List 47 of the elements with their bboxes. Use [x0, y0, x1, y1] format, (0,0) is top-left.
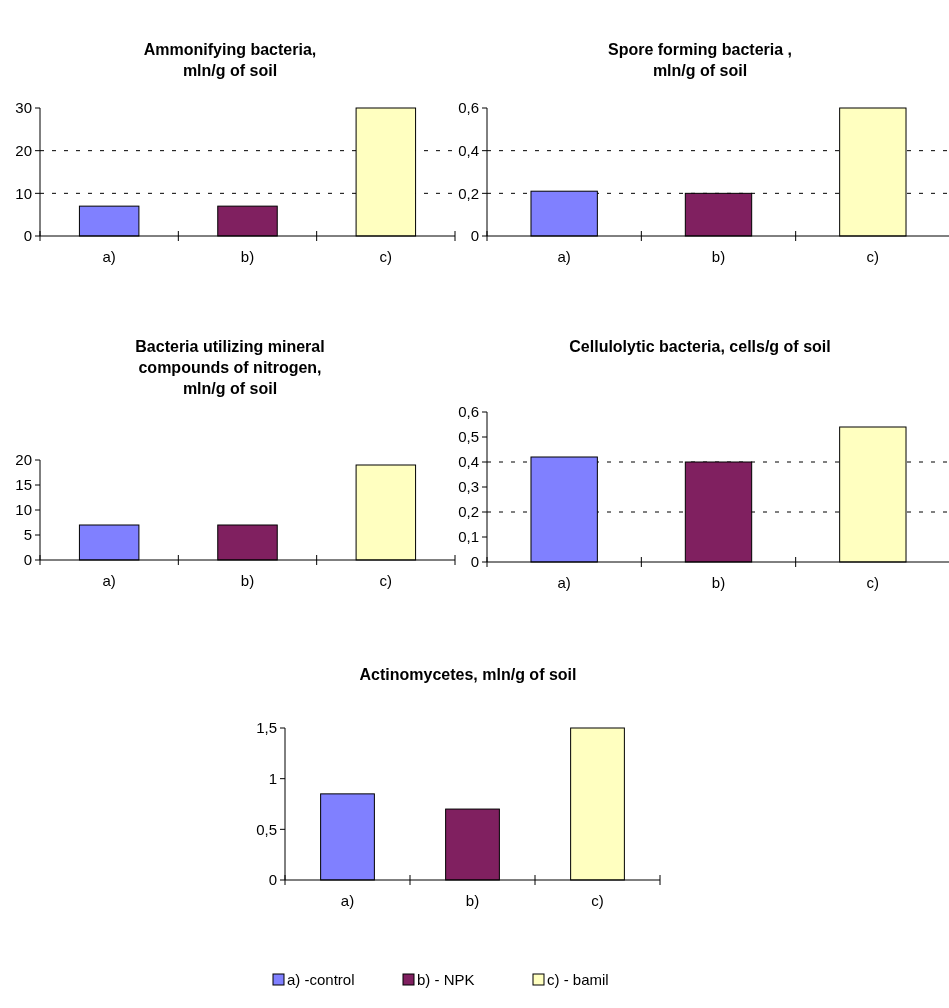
y-tick-label: 10 — [15, 501, 32, 519]
y-tick-label: 0,3 — [458, 478, 479, 496]
x-tick-label: c) — [866, 248, 880, 265]
y-tick-label: 20 — [15, 141, 32, 159]
y-tick-label: 0,2 — [458, 503, 479, 521]
y-tick-label: 20 — [15, 451, 32, 469]
y-tick-label: 0,6 — [458, 99, 479, 117]
x-tick-label: b) — [711, 248, 726, 265]
y-tick-label: 0,5 — [458, 428, 479, 446]
x-tick-label: b) — [240, 248, 255, 265]
x-tick-label: c) — [866, 574, 880, 591]
x-tick-label: b) — [711, 574, 726, 591]
y-tick-label: 0,2 — [458, 184, 479, 202]
y-tick-label: 30 — [15, 99, 32, 117]
y-tick-label: 0,5 — [256, 820, 277, 838]
x-tick-label: b) — [465, 892, 480, 909]
x-tick-label: a) — [340, 892, 355, 909]
x-tick-label: a) — [557, 248, 571, 265]
x-tick-label: a) — [557, 574, 571, 591]
x-tick-label: c) — [379, 572, 393, 589]
y-tick-label: 0 — [470, 227, 479, 245]
y-tick-label: 1,5 — [256, 719, 277, 737]
y-tick-label: 0,4 — [458, 141, 479, 159]
y-tick-label: 0 — [268, 871, 277, 889]
chart-title: Cellulolytic bacteria, cells/g of soil — [569, 338, 831, 355]
x-tick-label: a) — [102, 572, 116, 589]
chart-title: Bacteria utilizing mineral compounds of nitrogen, mln/g of soil — [135, 338, 325, 397]
y-tick-label: 15 — [15, 476, 32, 494]
chart-title: Spore forming bacteria , mln/g of soil — [607, 41, 793, 79]
x-tick-label: c) — [591, 892, 604, 909]
legend-label: b) - NPK — [417, 971, 475, 988]
y-tick-label: 0,1 — [458, 528, 479, 546]
y-tick-label: 10 — [15, 184, 32, 202]
legend-label: c) - bamil — [547, 971, 609, 988]
x-tick-label: c) — [379, 248, 393, 265]
y-tick-label: 0,6 — [458, 403, 479, 421]
chart-title: Ammonifying bacteria, mln/g of soil — [143, 41, 317, 79]
y-tick-label: 0 — [470, 553, 479, 571]
y-tick-label: 0 — [23, 227, 32, 245]
y-tick-label: 1 — [268, 769, 277, 787]
legend-label: a) -control — [287, 971, 355, 988]
x-tick-label: a) — [102, 248, 116, 265]
y-tick-label: 0,4 — [458, 453, 479, 471]
y-tick-label: 5 — [23, 526, 32, 544]
x-tick-label: b) — [240, 572, 255, 589]
y-tick-label: 0 — [23, 551, 32, 569]
chart-title: Actinomycetes, mln/g of soil — [359, 666, 577, 683]
